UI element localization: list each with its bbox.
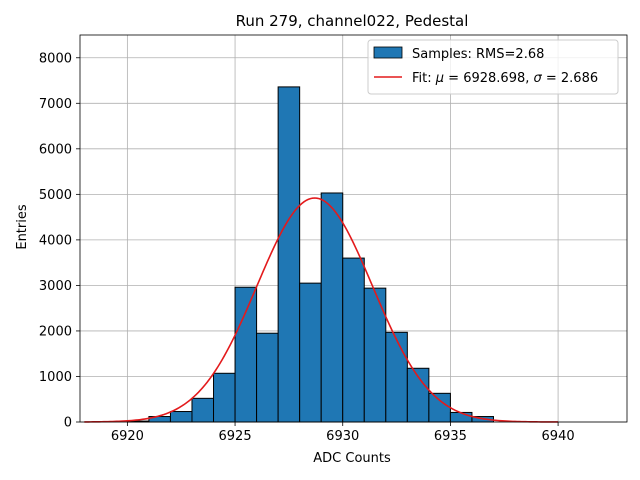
y-axis-ticks: 0 1000 2000 3000 4000 5000 6000 7000 8000 [39,51,80,431]
legend-histogram-label: Samples: RMS=2.68 [412,47,544,62]
x-axis-ticks: 6920 6925 6930 6935 6940 [111,422,575,444]
histogram-bar [169,411,193,423]
histogram-bar [449,411,473,423]
histogram-bar [213,372,236,423]
y-tick-label: 1000 [39,370,72,385]
histogram-bar [256,332,279,423]
y-axis-label: Entries [15,204,30,250]
chart-title: Run 279, channel022, Pedestal [236,12,469,30]
axes-frame [79,34,628,423]
histogram-bar [299,282,322,423]
histogram-bar [428,392,451,423]
legend-histogram-swatch [373,46,403,59]
x-tick-label: 6930 [326,429,359,444]
x-axis-label: ADC Counts [313,451,391,466]
x-tick-label: 6925 [219,429,252,444]
histogram-bar [342,257,365,423]
legend-fit-label: Fit: μ = 6928.698, σ = 2.686 [412,71,598,86]
histogram-bars [126,86,494,423]
y-tick-label: 3000 [39,279,72,294]
histogram-bar [385,331,408,423]
y-tick-label: 8000 [39,51,72,66]
histogram-bar [277,86,301,423]
legend-fit-sigma-value: = 2.686 [542,71,598,86]
histogram-bar [320,192,344,423]
y-tick-label: 4000 [39,233,72,248]
x-tick-label: 6935 [434,429,467,444]
x-tick-label: 6940 [542,429,575,444]
y-tick-label: 2000 [39,324,72,339]
y-tick-label: 0 [64,416,72,431]
histogram-bar [234,286,258,423]
legend-box [367,39,619,95]
fit-curve [84,197,559,423]
y-tick-label: 7000 [39,97,72,112]
histogram-bar [191,397,215,423]
x-tick-label: 6920 [111,429,144,444]
legend: Samples: RMS=2.68 Fit: μ = 6928.698, σ =… [367,39,619,95]
legend-fit-prefix: Fit: [412,71,436,86]
y-tick-label: 5000 [39,188,72,203]
legend-fit-sigma-symbol: σ [534,71,543,86]
legend-fit-mu-symbol: μ [435,71,444,86]
legend-fit-mu-value: = 6928.698, [444,71,533,86]
y-tick-label: 6000 [39,142,72,157]
